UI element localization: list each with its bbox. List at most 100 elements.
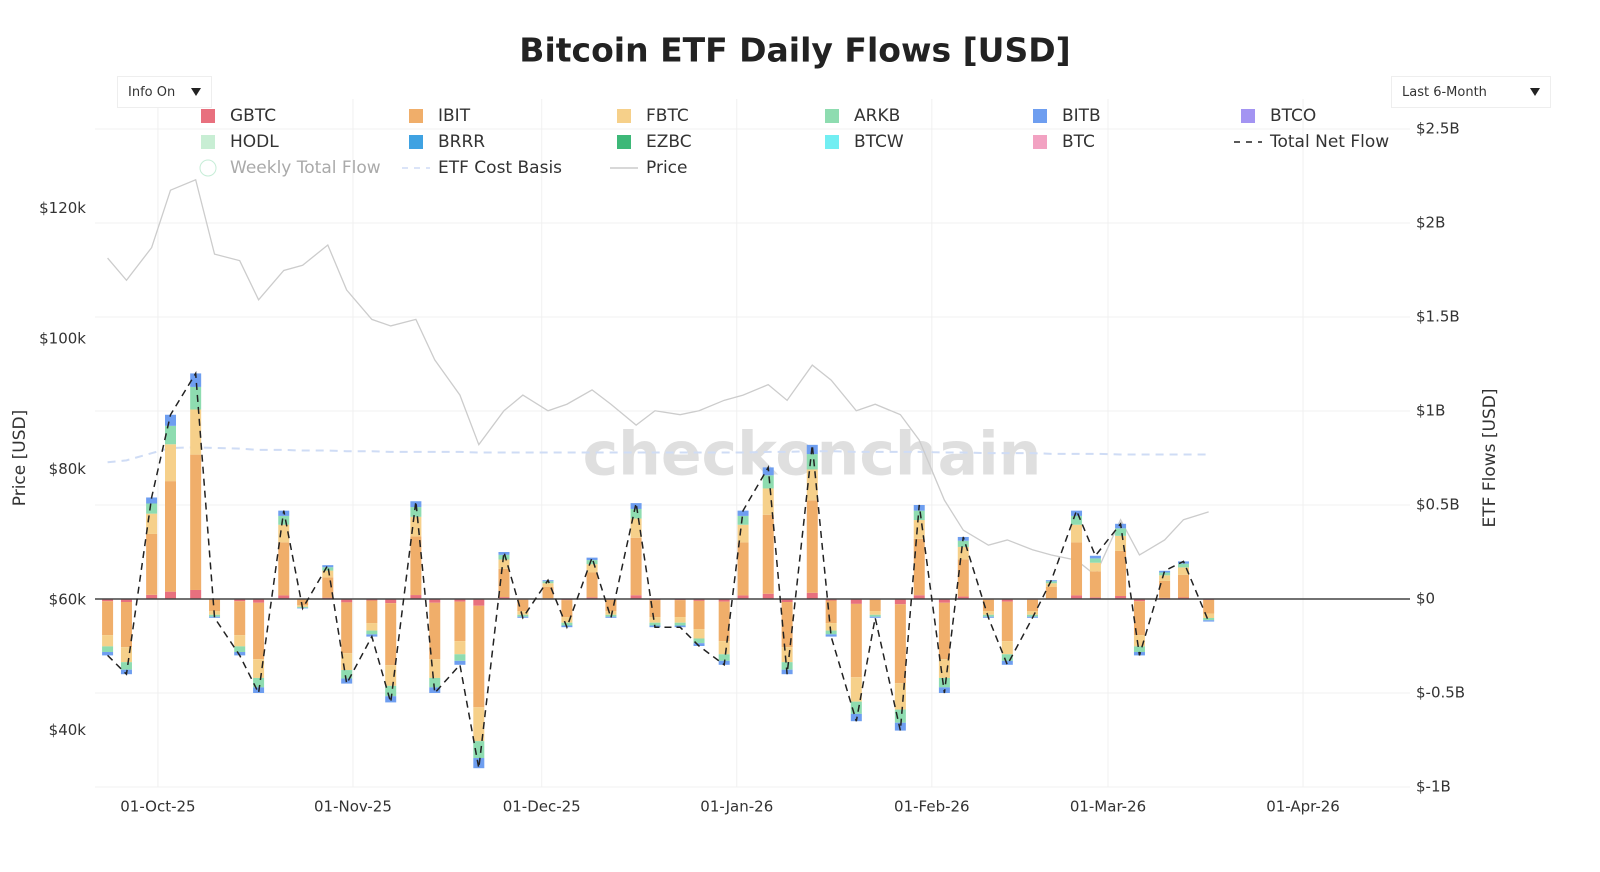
y-axis-title: Price [USD] — [10, 410, 30, 506]
bar-segment — [1115, 528, 1127, 536]
legend-swatch — [199, 159, 217, 177]
bar-segment — [234, 646, 246, 653]
bar-segment — [190, 409, 202, 455]
bar-segment — [253, 602, 265, 660]
bar-segment — [1133, 601, 1145, 636]
y-tick-label: $120k — [39, 199, 86, 217]
bar-segment — [341, 670, 353, 679]
y2-tick-label: $0.5B — [1416, 496, 1460, 514]
bar-segment — [605, 599, 617, 612]
bar-segment — [410, 595, 422, 599]
bar-segment — [586, 597, 598, 599]
legend-swatch — [1033, 135, 1047, 149]
bar-segment — [146, 533, 158, 595]
bar-segment — [1089, 562, 1101, 572]
bar-segment — [1159, 575, 1171, 581]
bar-segment — [234, 601, 246, 636]
legend-label: HODL — [230, 132, 279, 152]
bar-segment — [825, 599, 837, 601]
bar-segment — [649, 617, 661, 623]
legend-label: Price — [646, 158, 687, 178]
bar-segment — [1115, 535, 1127, 551]
y-tick-label: $100k — [39, 329, 86, 347]
bar-segment — [454, 601, 466, 642]
bar-segment — [1203, 617, 1215, 621]
bar-segment — [473, 599, 485, 606]
bar-segment — [366, 623, 378, 631]
bar-segment — [913, 520, 925, 539]
bar-segment — [806, 592, 818, 599]
bar-segment — [209, 599, 221, 612]
bar-segment — [781, 602, 793, 648]
bar-segment — [385, 603, 397, 666]
bar-segment — [938, 659, 950, 678]
bar-segment — [674, 622, 686, 626]
bar-segment — [957, 546, 969, 560]
bar-segment — [693, 643, 705, 646]
bar-segment — [1203, 599, 1215, 614]
legend-swatch — [201, 135, 215, 149]
bar-segment — [454, 660, 466, 665]
bar-segment — [1071, 515, 1083, 525]
bar-segment — [781, 599, 793, 603]
legend-label: ARKB — [854, 106, 900, 126]
bar-segment — [341, 602, 353, 654]
legend-swatch — [409, 135, 423, 149]
bar-segment — [1177, 597, 1189, 599]
chart-title: Bitcoin ETF Daily Flows [USD] — [519, 31, 1070, 70]
bar-segment — [982, 611, 994, 615]
bar-segment — [630, 518, 642, 538]
bar-segment — [1026, 599, 1038, 612]
bar-segment — [737, 542, 749, 596]
bar-segment — [120, 662, 132, 670]
bar-segment — [102, 601, 114, 636]
range-dropdown[interactable]: Last 6-Month — [1391, 76, 1551, 108]
bar-segment — [253, 677, 265, 688]
bar-segment — [542, 583, 554, 587]
bar-segment — [850, 603, 862, 678]
bar-segment — [806, 500, 818, 593]
dropdown-arrow — [1530, 88, 1540, 96]
bar-segment — [913, 538, 925, 596]
bar-segment — [825, 600, 837, 624]
bar-segment — [234, 599, 246, 602]
bar-segment — [693, 629, 705, 639]
bar-segment — [938, 599, 950, 603]
legend-label: BITB — [1062, 106, 1101, 126]
info-dropdown[interactable]: Info On — [117, 76, 212, 108]
bar-segment — [1071, 524, 1083, 543]
bar-segment — [737, 510, 749, 516]
bar-segment — [410, 507, 422, 517]
bar-segment — [454, 654, 466, 661]
legend-label: ETF Cost Basis — [438, 158, 562, 178]
dropdown-arrow — [191, 88, 201, 96]
bar-segment — [366, 600, 378, 624]
bar-segment — [341, 599, 353, 603]
y-tick-label: $80k — [49, 460, 87, 478]
x-tick-label: 01-Oct-25 — [120, 798, 195, 816]
bar-segment — [894, 604, 906, 684]
bar-segment — [894, 722, 906, 731]
bar-segment — [165, 425, 177, 445]
bar-segment — [1203, 613, 1215, 618]
bar-segment — [718, 601, 730, 642]
bar-segment — [1026, 611, 1038, 615]
bar-segment — [1071, 510, 1083, 516]
bar-segment — [957, 596, 969, 599]
bar-segment — [806, 454, 818, 470]
bar-segment — [762, 488, 774, 515]
line-13 — [107, 446, 1209, 464]
legend-swatch — [825, 135, 839, 149]
bar-segment — [542, 586, 554, 599]
bar-segment — [1045, 581, 1057, 584]
bar-segment — [737, 524, 749, 543]
x-tick-label: 01-Nov-25 — [314, 798, 392, 816]
bar-segment — [1089, 555, 1101, 559]
bar-segment — [102, 646, 114, 653]
bar-segment — [1026, 614, 1038, 617]
bar-segment — [1045, 586, 1057, 599]
bar-segment — [366, 599, 378, 601]
bar-segment — [586, 557, 598, 561]
legend-label: BTCO — [1270, 106, 1316, 126]
